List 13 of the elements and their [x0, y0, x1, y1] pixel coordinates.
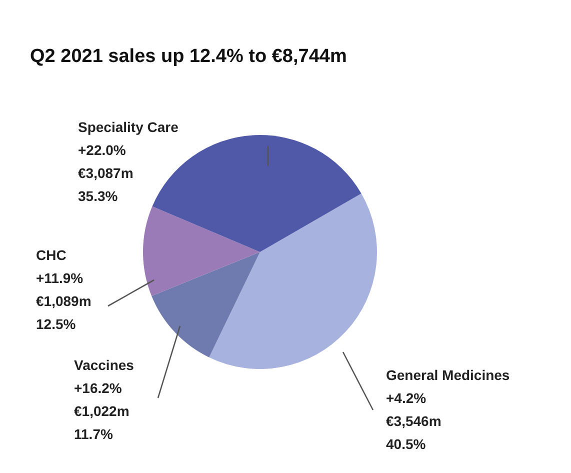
pie-slice — [143, 206, 260, 296]
data-label: +4.2% €3,546m 40.5% — [386, 390, 442, 452]
data-label: +11.9% €1,089m 12.5% — [36, 270, 92, 332]
data-label: +16.2% €1,022m 11.7% — [74, 380, 130, 442]
slice-label: CHC — [36, 247, 66, 263]
chart-title: Q2 2021 sales up 12.4% to €8,744m — [30, 46, 347, 67]
data-label: +22.0% €3,087m 35.3% — [78, 142, 134, 204]
pie-slice — [152, 135, 362, 252]
pie-slice — [209, 194, 377, 369]
pie-slice — [152, 252, 260, 358]
slice-label: Vaccines — [74, 357, 134, 373]
slice-label: General Medicines — [386, 367, 510, 383]
slice-label: Speciality Care — [78, 119, 179, 135]
